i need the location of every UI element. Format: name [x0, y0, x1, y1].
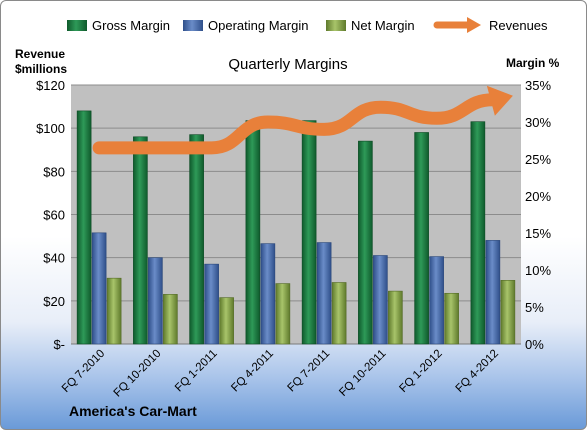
- net-margin-bar: [219, 297, 234, 345]
- net-margin-bar: [388, 290, 403, 345]
- legend-swatch-operating-margin: [183, 20, 203, 31]
- legend: Gross Margin Operating Margin Net Margin…: [67, 17, 548, 33]
- operating-margin-bar: [148, 257, 163, 345]
- category-label: FQ 7-2010: [60, 348, 107, 395]
- right-tick-label: 35%: [525, 78, 551, 93]
- category-label: FQ 1-2012: [397, 348, 444, 395]
- legend-arrowhead-revenues: [467, 17, 481, 33]
- left-tick-label: $80: [43, 164, 65, 179]
- gross-margin-bar: [301, 120, 317, 345]
- category-label: FQ 10-2011: [337, 348, 388, 399]
- gross-margin-bar: [245, 120, 261, 345]
- net-margin-bar: [275, 283, 291, 345]
- chart-title: Quarterly Margins: [228, 56, 347, 73]
- operating-margin-bar: [260, 243, 276, 345]
- left-tick-label: $60: [43, 208, 65, 223]
- gross-margin-bar: [133, 136, 148, 345]
- net-margin-bar: [106, 277, 122, 345]
- right-tick-label: 5%: [525, 300, 544, 315]
- operating-margin-bar: [373, 255, 388, 345]
- legend-swatch-net-margin: [326, 20, 346, 31]
- footer-company-name: America's Car-Mart: [69, 403, 197, 419]
- net-margin-bar: [331, 282, 347, 345]
- legend-label-revenues: Revenues: [489, 18, 548, 33]
- left-tick-label: $100: [36, 121, 65, 136]
- category-label: FQ 4-2011: [229, 348, 276, 395]
- category-labels: FQ 7-2010 FQ 10-2010 FQ 1-2011 FQ 4-2011 FQ …: [60, 348, 501, 400]
- left-tick-label: $-: [53, 337, 65, 352]
- right-axis-title: Margin %: [506, 56, 560, 70]
- left-axis-title-line1: Revenue: [15, 47, 65, 61]
- right-tick-label: 0%: [525, 337, 544, 352]
- left-tick-label: $120: [36, 78, 65, 93]
- revenues-arrowhead: [486, 85, 513, 116]
- net-margin-bar: [163, 294, 178, 345]
- revenues-line: [92, 85, 513, 155]
- operating-margin-bar: [204, 263, 219, 345]
- gross-margin-bar: [76, 110, 92, 345]
- left-tick-label: $20: [43, 294, 65, 309]
- operating-margin-bar: [316, 242, 332, 345]
- net-margin-bar: [444, 292, 459, 345]
- left-axis-ticks: $- $20 $40 $60 $80 $100 $120: [36, 78, 65, 352]
- category-label: FQ 1-2011: [173, 348, 220, 395]
- category-label: FQ 7-2011: [285, 348, 332, 395]
- bars: [76, 110, 516, 345]
- operating-margin-bar: [91, 232, 107, 345]
- right-tick-label: 15%: [525, 226, 551, 241]
- left-axis-title-line2: $millions: [15, 62, 67, 76]
- legend-swatch-gross-margin: [67, 20, 87, 31]
- right-tick-label: 25%: [525, 152, 551, 167]
- gross-margin-bar: [414, 132, 429, 345]
- left-tick-label: $40: [43, 251, 65, 266]
- operating-margin-bar: [429, 256, 444, 345]
- category-label: FQ 10-2010: [112, 348, 164, 400]
- gross-margin-bar: [189, 134, 204, 345]
- category-label: FQ 4-2012: [454, 348, 501, 395]
- operating-margin-bar: [485, 240, 501, 345]
- net-margin-bar: [500, 280, 516, 345]
- right-tick-label: 10%: [525, 263, 551, 278]
- right-axis-ticks: 0% 5% 10% 15% 20% 25% 30% 35%: [525, 78, 551, 352]
- gross-margin-bar: [470, 121, 486, 345]
- legend-label-operating-margin: Operating Margin: [208, 18, 308, 33]
- right-tick-label: 20%: [525, 189, 551, 204]
- legend-label-net-margin: Net Margin: [351, 18, 415, 33]
- revenues-line-path: [92, 93, 500, 155]
- gross-margin-bar: [358, 140, 373, 345]
- legend-label-gross-margin: Gross Margin: [92, 18, 170, 33]
- right-tick-label: 30%: [525, 115, 551, 130]
